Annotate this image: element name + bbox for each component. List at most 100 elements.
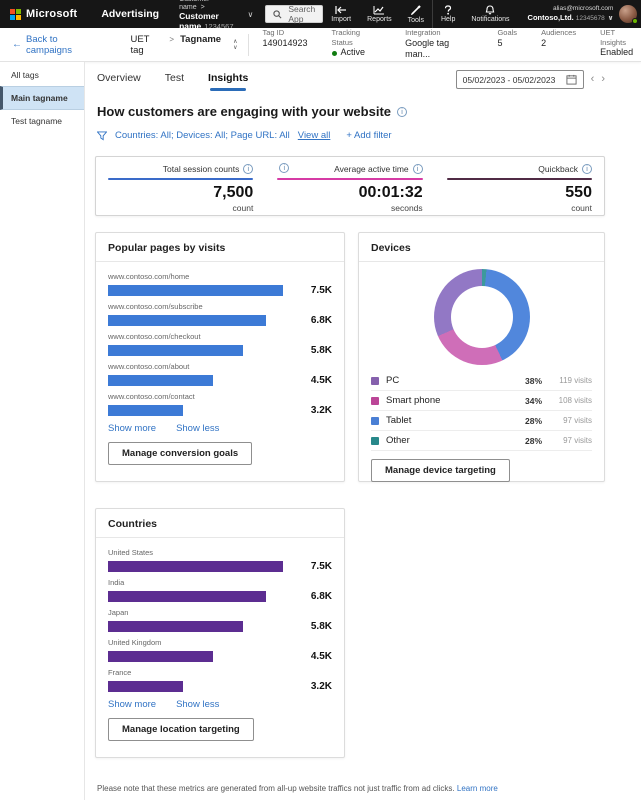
legend-swatch-icon [371,417,379,425]
info-icon[interactable] [582,164,592,174]
chevron-down-icon [233,45,237,51]
search-input[interactable]: Search App [265,5,323,23]
legend-name: Smart phone [386,395,514,406]
import-button[interactable]: Import [323,0,359,28]
manage-device-targeting-button[interactable]: Manage device targeting [371,459,510,482]
tab-test[interactable]: Test [165,72,184,91]
chevron-right-icon [197,4,205,11]
legend-name: Other [386,435,514,446]
bar [108,681,183,692]
metric-accent-line [108,178,253,180]
page-title: How customers are engaging with your web… [97,104,407,119]
metric-value: 550 [447,184,592,202]
bar-label: United States [108,548,332,557]
show-less-link[interactable]: Show less [176,423,219,434]
legend-row-other[interactable]: Other28%97 visits [371,431,592,451]
bar-track [108,375,288,386]
bar-value: 3.2K [298,405,332,416]
add-filter-button[interactable]: + Add filter [346,130,391,141]
show-more-link[interactable]: Show more [108,699,156,710]
date-range-picker[interactable]: 05/02/2023 - 05/02/2023 [456,70,584,89]
bar-track [108,591,288,602]
legend-visits: 97 visits [542,436,592,445]
divider [248,34,249,56]
notifications-button[interactable]: Notifications [463,0,517,28]
info-icon[interactable] [397,107,407,117]
bar-value: 3.2K [298,681,332,692]
entity-header-bar: Back to campaigns UET tag Tagname Tag ID… [0,28,641,62]
metric-average-active-time: Average active time00:01:32seconds [265,157,434,215]
metric-unit: count [108,203,253,213]
bar [108,405,183,416]
bar-track [108,621,288,632]
learn-more-link[interactable]: Learn more [457,784,498,793]
account-email: alias@microsoft.com [528,5,614,13]
metric-label: Quickback [538,164,578,174]
countries-chart: United States7.5KIndia6.8KJapan5.8KUnite… [96,538,344,692]
field-value: Google tag man... [405,38,473,61]
bar-label: France [108,668,332,677]
bar-row-japan: Japan5.8K [108,608,332,632]
bar-row-www-contoso-com-checkout: www.contoso.com/checkout5.8K [108,332,332,356]
bar [108,375,213,386]
bar-label: www.contoso.com/about [108,362,332,371]
bar-row-united-states: United States 7.5K [108,548,332,572]
info-icon[interactable] [243,164,253,174]
view-all-link[interactable]: View all [298,130,331,141]
search-icon [273,10,282,19]
legend-swatch-icon [371,377,379,385]
calendar-icon [566,74,577,85]
back-to-campaigns-link[interactable]: Back to campaigns [0,34,116,56]
entity-field-tag-id: Tag ID149014923 [262,28,307,61]
bar-track [108,315,288,326]
legend-row-tablet[interactable]: Tablet28%97 visits [371,411,592,431]
legend-row-pc[interactable]: PC38%119 visits [371,371,592,391]
entity-field-goals: Goals5 [497,28,517,61]
page-title-text: How customers are engaging with your web… [97,104,391,119]
footnote-text: Please note that these metrics are gener… [97,784,455,793]
tab-insights[interactable]: Insights [208,72,248,91]
card-title: Popular pages by visits [96,233,344,261]
bar-row-www-contoso-com-contact: www.contoso.com/contact3.2K [108,392,332,416]
metric-total-session-counts: Total session counts7,500count [96,157,265,215]
sidebar-item-main-tagname[interactable]: Main tagname [0,86,84,110]
account-menu[interactable]: alias@microsoft.com Contoso,Ltd.12345678 [518,5,620,24]
manage-location-targeting-button[interactable]: Manage location targeting [108,718,254,741]
entity-switcher[interactable] [233,39,237,51]
bar-value: 5.8K [298,345,332,356]
legend-swatch-icon [371,397,379,405]
active-status-dot-icon [332,51,337,56]
show-more-link[interactable]: Show more [108,423,156,434]
help-label: Help [441,16,455,23]
chevron-down-icon[interactable] [247,10,253,19]
legend-row-smart-phone[interactable]: Smart phone34%108 visits [371,391,592,411]
sidebar-item-all-tags[interactable]: All tags [0,64,84,86]
date-prev-button[interactable] [591,74,595,85]
metric-unit: seconds [277,203,422,213]
tab-bar: Overview Test Insights [97,72,248,91]
field-label: Integration [405,28,473,38]
devices-legend: PC38%119 visitsSmart phone34%108 visitsT… [359,371,604,451]
help-button[interactable]: Help [433,0,463,28]
sidebar-item-test-tagname[interactable]: Test tagname [0,110,84,132]
show-less-link[interactable]: Show less [176,699,219,710]
tab-overview[interactable]: Overview [97,72,141,91]
reports-button[interactable]: Reports [359,0,400,28]
bar-line: 3.2K [108,681,332,692]
account-id: 12345678 [576,15,605,22]
microsoft-logo[interactable]: Microsoft [0,0,87,28]
bar-row-www-contoso-com-about: www.contoso.com/about4.5K [108,362,332,386]
bar-value: 7.5K [298,561,332,572]
entity-field-tracking-status: Tracking StatusActive [332,28,382,61]
info-icon[interactable] [413,164,423,174]
avatar[interactable] [619,5,637,23]
manage-conversion-goals-button[interactable]: Manage conversion goals [108,442,252,465]
bar-value: 6.8K [298,315,332,326]
date-next-button[interactable] [601,74,605,85]
top-app-bar: Microsoft Advertising Customer name Cust… [0,0,641,28]
product-name: Advertising [87,8,173,20]
entity-fields: Tag ID149014923 Tracking StatusActive Inte… [262,28,641,61]
metric-accent-line [277,178,422,180]
tools-button[interactable]: Tools [400,0,432,28]
arrow-left-icon [12,39,22,50]
